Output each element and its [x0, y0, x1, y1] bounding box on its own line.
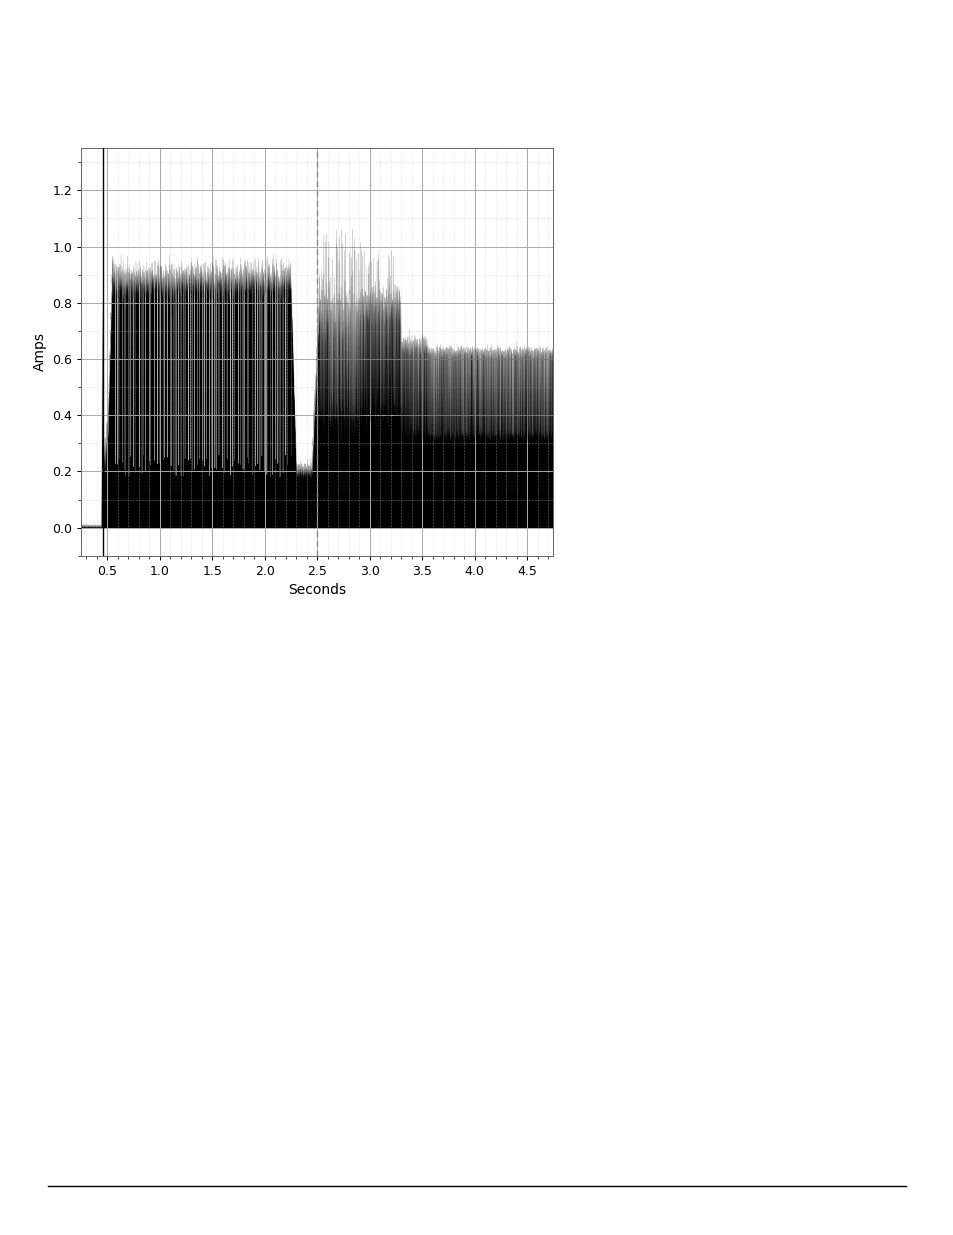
- X-axis label: Seconds: Seconds: [288, 583, 346, 598]
- Y-axis label: Amps: Amps: [32, 332, 47, 372]
